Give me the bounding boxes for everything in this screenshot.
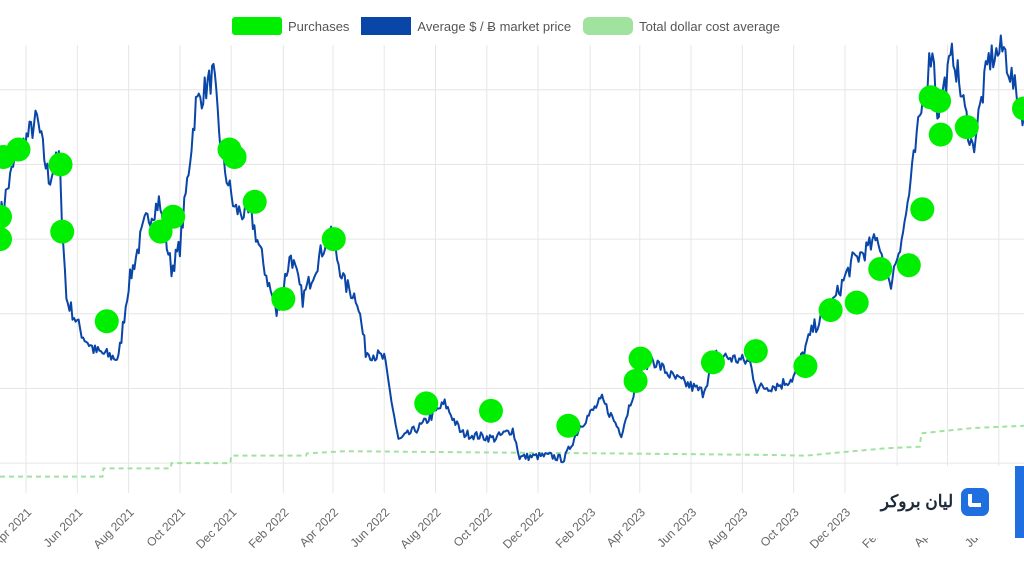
purchase-marker xyxy=(623,369,648,393)
x-tick-label: Dec 2021 xyxy=(193,505,239,551)
purchase-marker xyxy=(161,204,186,229)
purchase-marker xyxy=(954,115,979,140)
purchase-marker xyxy=(242,189,267,214)
x-tick-label: Oct 2022 xyxy=(451,505,496,550)
brand-name: لیان بروکر xyxy=(880,492,954,511)
x-tick-label: Jun 2023 xyxy=(654,505,699,550)
legend-item-price[interactable]: Average $ / Ƀ market price xyxy=(361,17,571,35)
purchase-marker xyxy=(414,391,439,416)
purchase-marker xyxy=(0,204,12,229)
x-axis-ticks: Apr 2021 Jun 2021 Aug 2021 Oct 2021 Dec 2021… xyxy=(0,505,1007,551)
purchase-marker xyxy=(6,137,31,162)
chart-legend: Purchases Average $ / Ƀ market price Tot… xyxy=(232,14,792,38)
dca-series xyxy=(0,424,1024,478)
legend-item-dca[interactable]: Total dollar cost average xyxy=(583,17,780,35)
x-tick-label: Apr 2021 xyxy=(0,505,34,550)
purchase-marker xyxy=(321,227,346,252)
purchase-marker xyxy=(818,298,843,323)
purchase-marker xyxy=(1012,96,1024,121)
purchase-marker xyxy=(928,122,953,147)
purchase-marker xyxy=(868,257,893,281)
x-tick-label: Apr 2023 xyxy=(604,505,649,550)
legend-swatch-price xyxy=(361,17,412,35)
purchases-series xyxy=(0,85,1024,438)
x-tick-label: Feb 2022 xyxy=(246,505,292,551)
purchase-marker xyxy=(50,219,75,244)
purchase-marker xyxy=(793,354,818,379)
purchase-marker xyxy=(910,197,935,222)
x-tick-label: Oct 2021 xyxy=(144,505,189,550)
x-tick-label: Dec 2023 xyxy=(807,505,853,551)
legend-swatch-dca xyxy=(583,17,634,35)
purchase-marker xyxy=(927,89,952,113)
x-tick-label: Dec 2022 xyxy=(500,505,546,551)
brand-accent-bar xyxy=(1015,466,1024,538)
brand-watermark: لیان بروکر xyxy=(858,466,1012,538)
purchase-marker xyxy=(896,253,921,278)
x-tick-label: Oct 2023 xyxy=(757,505,802,550)
purchase-marker xyxy=(0,227,12,252)
purchase-marker xyxy=(700,350,725,375)
price-series xyxy=(0,34,1024,464)
legend-item-purchases[interactable]: Purchases xyxy=(232,17,349,35)
x-tick-label: Apr 2022 xyxy=(297,505,342,550)
x-tick-label: Jun 2022 xyxy=(348,505,393,550)
logo-bracket-icon xyxy=(961,488,990,516)
x-tick-label: Aug 2022 xyxy=(397,505,443,551)
purchase-marker xyxy=(556,413,581,438)
price-line xyxy=(0,34,1024,464)
x-tick-label: Jun 2021 xyxy=(41,505,86,550)
purchase-marker xyxy=(844,290,869,315)
x-tick-label: Feb 2023 xyxy=(553,505,599,551)
purchase-marker xyxy=(222,145,247,169)
legend-label-dca: Total dollar cost average xyxy=(639,18,781,34)
legend-label-purchases: Purchases xyxy=(288,18,350,34)
x-tick-label: Aug 2023 xyxy=(704,505,750,551)
legend-label-price: Average $ / Ƀ market price xyxy=(417,18,572,34)
purchase-marker xyxy=(271,286,296,311)
x-tick-label: Aug 2021 xyxy=(91,505,137,551)
purchase-marker xyxy=(48,152,73,177)
legend-swatch-purchases xyxy=(232,17,282,35)
purchase-marker xyxy=(743,339,768,364)
purchase-marker xyxy=(94,309,119,334)
purchase-marker xyxy=(628,346,653,371)
dca-line xyxy=(0,424,1024,478)
purchase-marker xyxy=(478,398,503,423)
